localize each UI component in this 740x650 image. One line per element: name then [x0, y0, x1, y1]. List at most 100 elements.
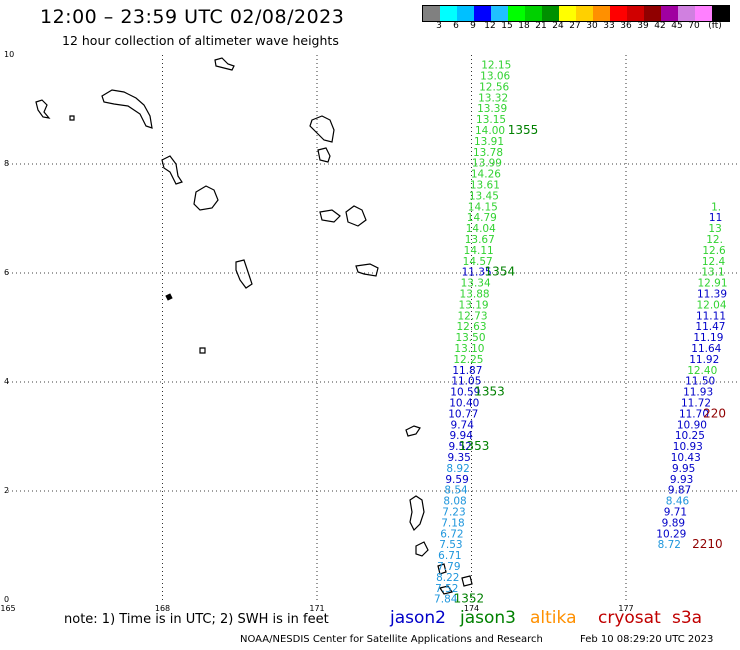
- wave-height-value: 14.79: [467, 212, 497, 224]
- island-outline: [214, 57, 235, 71]
- color-scale-label: 27: [569, 21, 581, 31]
- wave-height-value: 11.64: [691, 343, 721, 355]
- wave-height-value: 13.34: [461, 278, 491, 290]
- wave-height-value: 12.6: [702, 245, 726, 257]
- wave-height-value: 14.00: [475, 125, 505, 137]
- wave-height-value: 1.: [711, 201, 721, 213]
- wave-height-value: 12.25: [453, 354, 483, 366]
- wave-height-value: 11.87: [452, 365, 482, 377]
- wave-height-value: 13.10: [454, 343, 484, 355]
- color-swatch: [508, 6, 525, 21]
- satellite-legend-s3a: s3a: [672, 608, 703, 628]
- wave-height-value: 10.90: [677, 419, 707, 431]
- wave-height-value: 10.43: [671, 452, 701, 464]
- wave-height-value: 11.39: [697, 289, 727, 301]
- island-outline: [345, 205, 367, 227]
- pass-time-label: 2210: [692, 537, 723, 551]
- color-swatch: [627, 6, 644, 21]
- map-subtitle: 12 hour collection of altimeter wave hei…: [62, 33, 339, 48]
- pass-time-label: 1353: [459, 439, 490, 453]
- wave-height-value: 11: [709, 212, 722, 224]
- wave-height-value: 13.61: [470, 180, 500, 192]
- island-outline: [319, 209, 341, 223]
- wave-height-value: 11.11: [696, 310, 726, 322]
- satellite-legend-altika: altika: [530, 608, 577, 628]
- wave-height-value: 12.91: [697, 278, 727, 290]
- color-swatch: [593, 6, 610, 21]
- color-scale-label: (ft): [708, 21, 722, 31]
- pass-time-label: 1354: [485, 265, 516, 279]
- wave-height-value: 13.15: [476, 114, 506, 126]
- island-coastlines: [35, 57, 473, 595]
- wave-height-value: 7.18: [441, 517, 464, 529]
- island-outline: [317, 147, 331, 163]
- wave-height-value: 7.23: [442, 507, 465, 519]
- island-outline: [439, 585, 453, 595]
- wave-height-value: 9.71: [664, 507, 687, 519]
- color-scale-label: 45: [671, 21, 683, 31]
- footer-credit: NOAA/NESDIS Center for Satellite Applica…: [240, 634, 543, 645]
- pass-time-label: 1355: [508, 123, 539, 137]
- wave-height-value: 12.: [706, 234, 723, 246]
- color-scale-label: 70: [688, 21, 700, 31]
- satellite-legend-jason3: jason3: [460, 608, 516, 628]
- axis-labels: 165 168 171 174 177 0 2 4 6 8 10: [0, 50, 633, 613]
- map-title: 12:00 – 23:59 UTC 02/08/2023: [40, 6, 345, 28]
- wave-height-value: 13.50: [455, 332, 485, 344]
- wave-height-value: 9.35: [447, 452, 470, 464]
- pass-time-label: 1352: [454, 592, 485, 606]
- wave-height-value: 13.19: [459, 299, 489, 311]
- island-outline: [235, 259, 253, 289]
- satellite-legend-jason2: jason2: [390, 608, 446, 628]
- color-scale-labels: 3 6 9 12 15 18 21 24 27 30 33 36 39 42 45 70 (ft): [422, 21, 728, 33]
- wave-height-value: 11.92: [689, 354, 719, 366]
- wave-height-value: 11.50: [685, 376, 715, 388]
- wave-height-value: 7.84: [434, 594, 458, 606]
- color-swatch: [559, 6, 576, 21]
- island-outline: [161, 155, 183, 185]
- wave-height-value: 7.52: [435, 583, 458, 595]
- color-scale-label: 39: [637, 21, 649, 31]
- wave-height-value: 9.89: [662, 517, 685, 529]
- x-tick-label: 174: [464, 604, 479, 613]
- wave-height-value: 14.26: [471, 169, 501, 181]
- wave-height-value: 10.25: [675, 430, 705, 442]
- wave-height-value: 9.94: [450, 430, 474, 442]
- color-scale-label: 42: [654, 21, 666, 31]
- y-tick-label: 8: [4, 159, 9, 168]
- wave-height-value: 11.93: [683, 387, 713, 399]
- color-scale-label: 24: [552, 21, 564, 31]
- color-scale-label: 3: [436, 21, 442, 31]
- wave-height-value: 12.4: [702, 256, 726, 268]
- color-scale-bar: [422, 5, 730, 22]
- wave-height-value: 13.91: [474, 136, 504, 148]
- color-swatch: [695, 6, 712, 21]
- color-swatch: [644, 6, 661, 21]
- color-swatch: [678, 6, 695, 21]
- wave-height-value: 8.72: [658, 539, 681, 551]
- wave-height-value: 14.11: [464, 245, 494, 257]
- island-outline: [405, 425, 421, 437]
- color-swatch: [661, 6, 678, 21]
- wave-height-value: 9.59: [445, 474, 468, 486]
- wave-height-value: 13: [708, 223, 721, 235]
- wave-height-value: 12.40: [687, 365, 717, 377]
- wave-height-value: 13.39: [477, 103, 507, 115]
- island-outline: [309, 115, 335, 143]
- wave-height-value: 14.15: [468, 201, 498, 213]
- wave-height-value: 8.92: [446, 463, 469, 475]
- color-swatch: [457, 6, 474, 21]
- wave-height-value: 10.29: [656, 528, 686, 540]
- wave-height-value: 13.06: [480, 71, 510, 83]
- color-scale-label: 15: [501, 21, 513, 31]
- island-outline: [69, 115, 75, 121]
- wave-height-value: 11.19: [693, 332, 723, 344]
- color-scale-label: 9: [470, 21, 476, 31]
- color-scale-label: 12: [484, 21, 496, 31]
- color-swatch: [474, 6, 491, 21]
- wave-height-value: 8.54: [444, 485, 468, 497]
- wave-height-value: 7.79: [437, 561, 460, 573]
- wave-height-value: 13.78: [473, 147, 503, 159]
- color-swatch: [440, 6, 457, 21]
